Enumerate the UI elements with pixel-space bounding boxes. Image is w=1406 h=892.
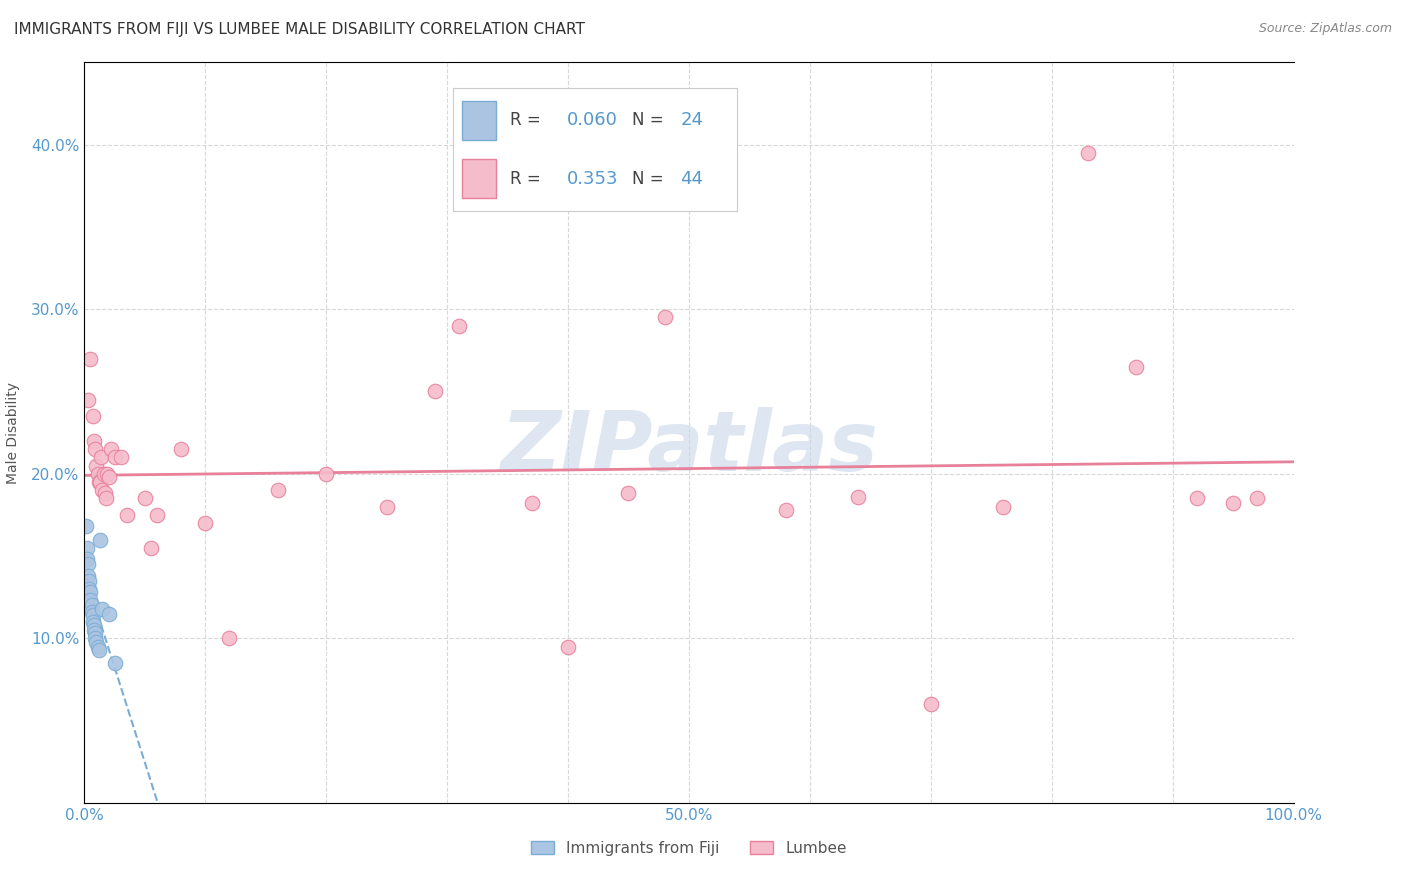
Point: [104, 450, 127, 465]
Y-axis label: Male Disability: Male Disability: [6, 382, 20, 483]
Point: [79, 585, 101, 599]
Point: [449, 318, 471, 333]
Point: [218, 632, 240, 646]
Point: [87, 642, 110, 657]
Point: [87, 475, 110, 489]
Point: [97, 470, 120, 484]
Point: [94, 491, 117, 506]
Point: [80, 605, 103, 619]
Text: IMMIGRANTS FROM FIJI VS LUMBEE MALE DISABILITY CORRELATION CHART: IMMIGRANTS FROM FIJI VS LUMBEE MALE DISA…: [14, 22, 585, 37]
Point: [83, 618, 105, 632]
Point: [170, 442, 193, 456]
Point: [86, 634, 108, 648]
Point: [77, 568, 100, 582]
Point: [76, 541, 98, 555]
Point: [86, 467, 108, 481]
Point: [84, 632, 107, 646]
Point: [194, 516, 217, 530]
Point: [80, 599, 103, 613]
Point: [77, 392, 100, 407]
Point: [520, 496, 543, 510]
Point: [110, 450, 132, 465]
Point: [654, 310, 676, 325]
Point: [315, 467, 337, 481]
Point: [77, 574, 100, 588]
Legend: Immigrants from Fiji, Lumbee: Immigrants from Fiji, Lumbee: [524, 835, 853, 862]
Point: [83, 434, 105, 448]
Point: [76, 552, 98, 566]
Point: [423, 384, 446, 399]
Text: ZIPatlas: ZIPatlas: [501, 407, 877, 488]
Point: [375, 500, 398, 514]
Point: [775, 503, 797, 517]
Point: [79, 593, 101, 607]
Point: [86, 458, 108, 473]
Point: [617, 486, 640, 500]
Point: [267, 483, 290, 498]
Point: [82, 409, 104, 424]
Point: [1077, 145, 1099, 160]
Point: [97, 607, 120, 621]
Point: [79, 351, 101, 366]
Point: [104, 656, 127, 670]
Point: [89, 475, 111, 489]
Point: [77, 582, 100, 596]
Point: [1246, 491, 1268, 506]
Point: [86, 640, 108, 654]
Text: Source: ZipAtlas.com: Source: ZipAtlas.com: [1258, 22, 1392, 36]
Point: [91, 483, 114, 498]
Point: [91, 601, 114, 615]
Point: [77, 558, 100, 572]
Point: [1125, 359, 1147, 374]
Point: [920, 697, 942, 711]
Point: [1222, 496, 1244, 510]
Point: [84, 442, 107, 456]
Point: [93, 467, 115, 481]
Point: [139, 541, 162, 555]
Point: [134, 491, 156, 506]
Point: [96, 467, 118, 481]
Point: [84, 626, 107, 640]
Point: [82, 608, 104, 623]
Point: [89, 533, 111, 547]
Point: [115, 508, 138, 522]
Point: [75, 519, 97, 533]
Point: [846, 490, 869, 504]
Point: [993, 500, 1015, 514]
Point: [557, 640, 579, 654]
Point: [1185, 491, 1208, 506]
Point: [90, 450, 112, 465]
Point: [100, 442, 122, 456]
Point: [94, 486, 117, 500]
Point: [83, 623, 105, 637]
Point: [146, 508, 169, 522]
Point: [82, 615, 104, 629]
